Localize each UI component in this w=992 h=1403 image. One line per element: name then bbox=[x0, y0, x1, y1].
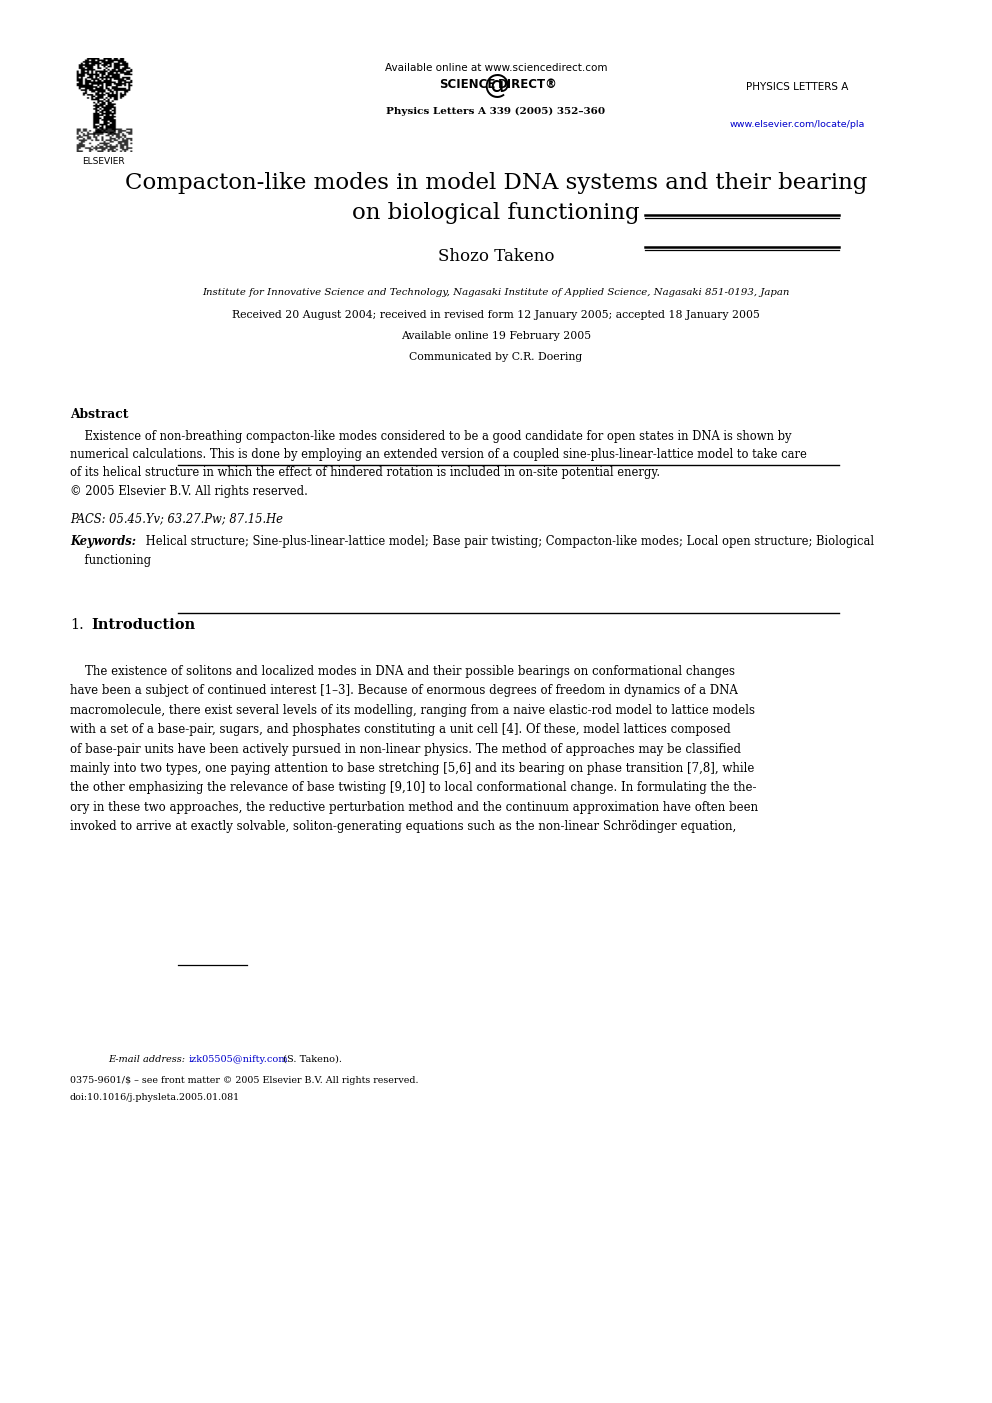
Text: Existence of non-breathing compacton-like modes considered to be a good candidat: Existence of non-breathing compacton-lik… bbox=[70, 429, 792, 443]
Text: izk05505@nifty.com: izk05505@nifty.com bbox=[189, 1055, 289, 1063]
Text: invoked to arrive at exactly solvable, soliton-generating equations such as the : invoked to arrive at exactly solvable, s… bbox=[70, 821, 736, 833]
Text: SCIENCE: SCIENCE bbox=[439, 79, 496, 91]
Text: @: @ bbox=[483, 73, 509, 100]
Text: Helical structure; Sine-plus-linear-lattice model; Base pair twisting; Compacton: Helical structure; Sine-plus-linear-latt… bbox=[143, 535, 875, 549]
Text: with a set of a base-pair, sugars, and phosphates constituting a unit cell [4]. : with a set of a base-pair, sugars, and p… bbox=[70, 723, 731, 737]
Text: the other emphasizing the relevance of base twisting [9,10] to local conformatio: the other emphasizing the relevance of b… bbox=[70, 781, 757, 794]
Text: Received 20 August 2004; received in revised form 12 January 2005; accepted 18 J: Received 20 August 2004; received in rev… bbox=[232, 310, 760, 320]
Text: mainly into two types, one paying attention to base stretching [5,6] and its bea: mainly into two types, one paying attent… bbox=[70, 762, 754, 774]
Text: PHYSICS LETTERS A: PHYSICS LETTERS A bbox=[746, 81, 848, 93]
Text: Institute for Innovative Science and Technology, Nagasaki Institute of Applied S: Institute for Innovative Science and Tec… bbox=[202, 288, 790, 297]
Text: functioning: functioning bbox=[70, 554, 151, 567]
Text: E-mail address:: E-mail address: bbox=[108, 1055, 185, 1063]
Text: of its helical structure in which the effect of hindered rotation is included in: of its helical structure in which the ef… bbox=[70, 466, 660, 480]
Text: Available online at www.sciencedirect.com: Available online at www.sciencedirect.co… bbox=[385, 63, 607, 73]
Text: Available online 19 February 2005: Available online 19 February 2005 bbox=[401, 331, 591, 341]
Text: DIRECT®: DIRECT® bbox=[498, 79, 558, 91]
Text: Shozo Takeno: Shozo Takeno bbox=[437, 248, 555, 265]
Text: Compacton-like modes in model DNA systems and their bearing: Compacton-like modes in model DNA system… bbox=[125, 173, 867, 194]
Text: have been a subject of continued interest [1–3]. Because of enormous degrees of : have been a subject of continued interes… bbox=[70, 685, 738, 697]
Text: on biological functioning: on biological functioning bbox=[352, 202, 640, 224]
Text: (S. Takeno).: (S. Takeno). bbox=[281, 1055, 342, 1063]
Text: 1.: 1. bbox=[70, 617, 83, 631]
Text: Physics Letters A 339 (2005) 352–360: Physics Letters A 339 (2005) 352–360 bbox=[387, 107, 605, 116]
Text: of base-pair units have been actively pursued in non-linear physics. The method : of base-pair units have been actively pu… bbox=[70, 742, 741, 756]
Text: macromolecule, there exist several levels of its modelling, ranging from a naive: macromolecule, there exist several level… bbox=[70, 704, 755, 717]
Text: numerical calculations. This is done by employing an extended version of a coupl: numerical calculations. This is done by … bbox=[70, 448, 806, 462]
Text: PACS: 05.45.Yv; 63.27.Pw; 87.15.He: PACS: 05.45.Yv; 63.27.Pw; 87.15.He bbox=[70, 512, 283, 525]
Text: ELSEVIER: ELSEVIER bbox=[82, 157, 125, 166]
Text: Communicated by C.R. Doering: Communicated by C.R. Doering bbox=[410, 352, 582, 362]
Text: 0375-9601/$ – see front matter © 2005 Elsevier B.V. All rights reserved.: 0375-9601/$ – see front matter © 2005 El… bbox=[70, 1076, 419, 1085]
Text: www.elsevier.com/locate/pla: www.elsevier.com/locate/pla bbox=[729, 121, 865, 129]
Text: doi:10.1016/j.physleta.2005.01.081: doi:10.1016/j.physleta.2005.01.081 bbox=[70, 1093, 240, 1101]
Text: Introduction: Introduction bbox=[92, 617, 196, 631]
Text: © 2005 Elsevier B.V. All rights reserved.: © 2005 Elsevier B.V. All rights reserved… bbox=[70, 484, 308, 498]
Text: Keywords:: Keywords: bbox=[70, 535, 136, 549]
Text: The existence of solitons and localized modes in DNA and their possible bearings: The existence of solitons and localized … bbox=[70, 665, 735, 678]
Text: Abstract: Abstract bbox=[70, 408, 129, 421]
Text: ory in these two approaches, the reductive perturbation method and the continuum: ory in these two approaches, the reducti… bbox=[70, 801, 758, 814]
